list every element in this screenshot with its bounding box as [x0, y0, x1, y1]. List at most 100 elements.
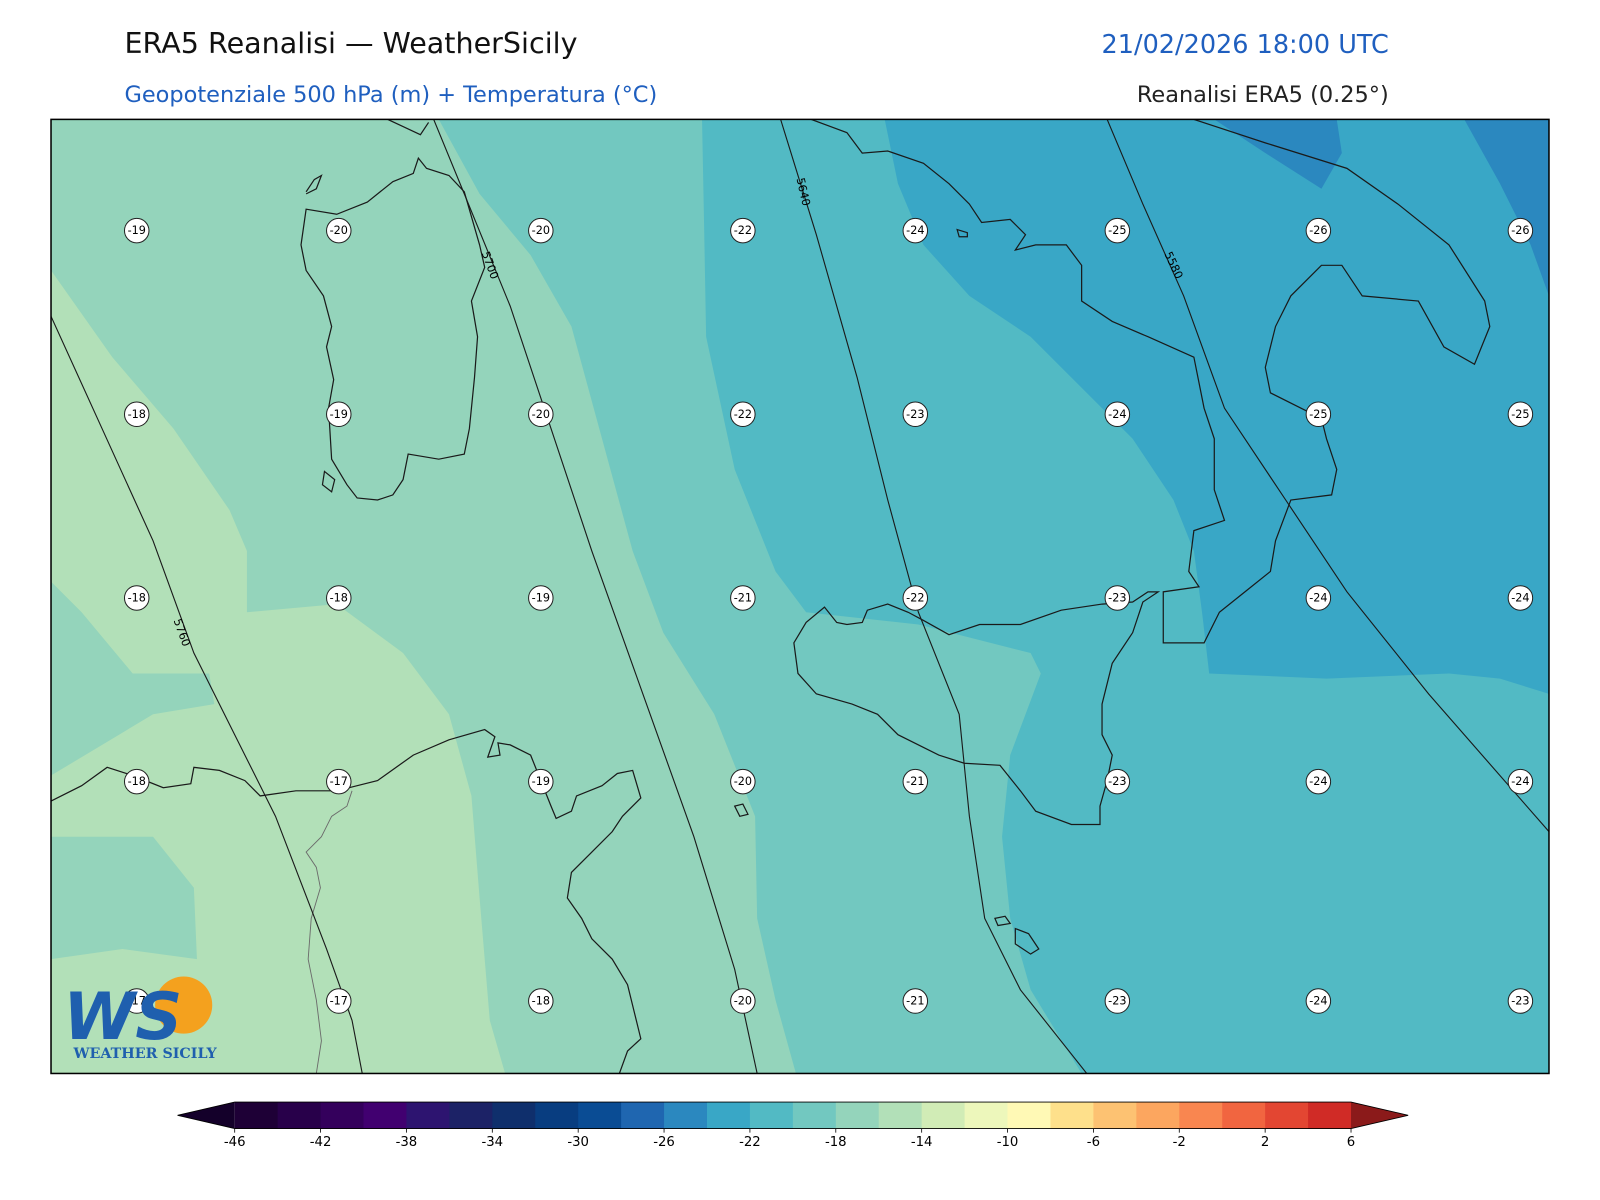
- temperature-value: -20: [532, 408, 550, 421]
- colorbar-bin: [449, 1102, 493, 1129]
- colorbar-tick-label: -46: [224, 1135, 246, 1150]
- subtitle: Geopotenziale 500 hPa (m) + Temperatura …: [124, 82, 657, 108]
- temperature-value: -26: [1309, 224, 1327, 237]
- temperature-marker: [902, 217, 929, 244]
- coastline: [305, 174, 323, 195]
- temperature-marker: [902, 401, 929, 428]
- datetime: 21/02/2026 18:00 UTC: [1102, 30, 1389, 60]
- colorbar-bin: [363, 1102, 407, 1129]
- temperature-value: -19: [532, 775, 550, 788]
- temperature-marker: [123, 401, 150, 428]
- temperature-value: -25: [1108, 224, 1126, 237]
- temperature-marker: [730, 217, 756, 244]
- colorbar-bin: [835, 1102, 880, 1129]
- band: [884, 119, 1549, 694]
- temperature-value: -23: [1108, 995, 1126, 1008]
- colorbar-bin: [1093, 1102, 1137, 1129]
- temperature-value: -24: [1108, 408, 1126, 421]
- colorbar-bin: [578, 1102, 622, 1129]
- temperature-marker: [1305, 217, 1332, 244]
- temperature-value: -18: [128, 591, 146, 604]
- colorbar-bin: [320, 1102, 365, 1129]
- geopotential-contour: [780, 119, 1088, 1074]
- temperature-value: -17: [330, 775, 348, 788]
- colorbar-bin: [535, 1102, 579, 1129]
- colorbar-bin: [492, 1102, 536, 1129]
- temperature-marker: [326, 401, 352, 428]
- colorbar-tick-label: -26: [653, 1135, 675, 1150]
- temperature-marker: [1104, 217, 1131, 244]
- colorbar-tick-label: 2: [1261, 1135, 1269, 1150]
- temperature-marker: [730, 768, 756, 795]
- temperature-value: -24: [1309, 591, 1327, 604]
- temperature-marker: [1305, 988, 1332, 1014]
- colorbar-tick-label: -14: [911, 1135, 933, 1150]
- logo-mark: WS: [63, 979, 182, 1055]
- temperature-marker: [902, 768, 929, 795]
- temperature-marker: [528, 217, 554, 244]
- colorbar-tick-label: -18: [825, 1135, 847, 1150]
- colorbar-bin: [792, 1102, 837, 1129]
- temperature-value: -18: [532, 995, 550, 1008]
- colorbar-bin: [921, 1102, 966, 1129]
- map-frame: [50, 118, 1550, 1075]
- temperature-marker: [528, 401, 554, 428]
- temperature-marker: [1507, 585, 1534, 611]
- colorbar-bin: [1007, 1102, 1051, 1129]
- colorbar-tick-label: -38: [396, 1135, 418, 1150]
- colorbar-bin: [1265, 1102, 1309, 1129]
- title: ERA5 Reanalisi — WeatherSicily: [124, 26, 577, 60]
- band: [1464, 119, 1549, 296]
- contour-label-text: 5640: [794, 176, 813, 207]
- colorbar-tick-label: -42: [310, 1135, 332, 1150]
- temperature-marker: [123, 585, 150, 611]
- temperature-value: -24: [1511, 591, 1529, 604]
- temperature-labels: -19 -20 -20 -22 -24 -25 -26 -26 -18 -19 -20 -22 -23 -…: [123, 217, 1534, 1014]
- temperature-value: -19: [128, 224, 146, 237]
- coastline: [793, 591, 1161, 826]
- temperature-value: -19: [330, 408, 348, 421]
- temperature-value: -24: [906, 224, 924, 237]
- colorbar-tick-label: -10: [997, 1135, 1019, 1150]
- temperature-value: -21: [734, 591, 752, 604]
- temperature-marker: [528, 585, 554, 611]
- temperature-marker: [326, 217, 352, 244]
- colorbar-bin: [1179, 1102, 1223, 1129]
- coastline: [51, 728, 642, 1074]
- temperature-marker: [1305, 768, 1332, 795]
- temperature-value: -25: [1511, 408, 1529, 421]
- coastline: [387, 119, 430, 136]
- colorbar-bin: [1222, 1102, 1266, 1129]
- coastline: [811, 119, 1491, 644]
- temperature-marker: [1507, 401, 1534, 428]
- logo: WS WEATHER SICILY: [63, 976, 218, 1062]
- colorbar-bin: [664, 1102, 708, 1129]
- colorbar-bin: [1308, 1102, 1352, 1129]
- temperature-value: -23: [1511, 995, 1529, 1008]
- temperature-value: -17: [330, 995, 348, 1008]
- temperature-value: -18: [128, 408, 146, 421]
- colorbar-tick-label: -6: [1087, 1135, 1100, 1150]
- coastline: [300, 156, 486, 501]
- logo-sun: [155, 976, 213, 1034]
- temperature-value: -20: [330, 224, 348, 237]
- temperature-value: -22: [734, 224, 752, 237]
- colorbar-bin: [1136, 1102, 1180, 1129]
- source: Reanalisi ERA5 (0.25°): [1137, 82, 1389, 108]
- temperature-marker: [528, 988, 554, 1014]
- temperature-value: -22: [734, 408, 752, 421]
- colorbar-bin: [277, 1102, 322, 1129]
- temperature-marker: [528, 768, 554, 795]
- temperature-marker: [1305, 585, 1332, 611]
- temperature-marker: [1305, 401, 1332, 428]
- temperature-marker: [730, 988, 756, 1014]
- coastline: [994, 915, 1040, 955]
- temperature-value: -23: [1108, 591, 1126, 604]
- logo-text: WEATHER SICILY: [72, 1046, 217, 1062]
- colorbar-under: [177, 1102, 235, 1129]
- coastline: [321, 470, 336, 493]
- colorbar-bin: [749, 1102, 794, 1129]
- temperature-value: -24: [1309, 995, 1327, 1008]
- temperature-value: -23: [1108, 775, 1126, 788]
- colorbar: -46 -42 -38 -34 -30 -26 -22 -18 -14 -10 -6 -2 2 6: [177, 1101, 1409, 1150]
